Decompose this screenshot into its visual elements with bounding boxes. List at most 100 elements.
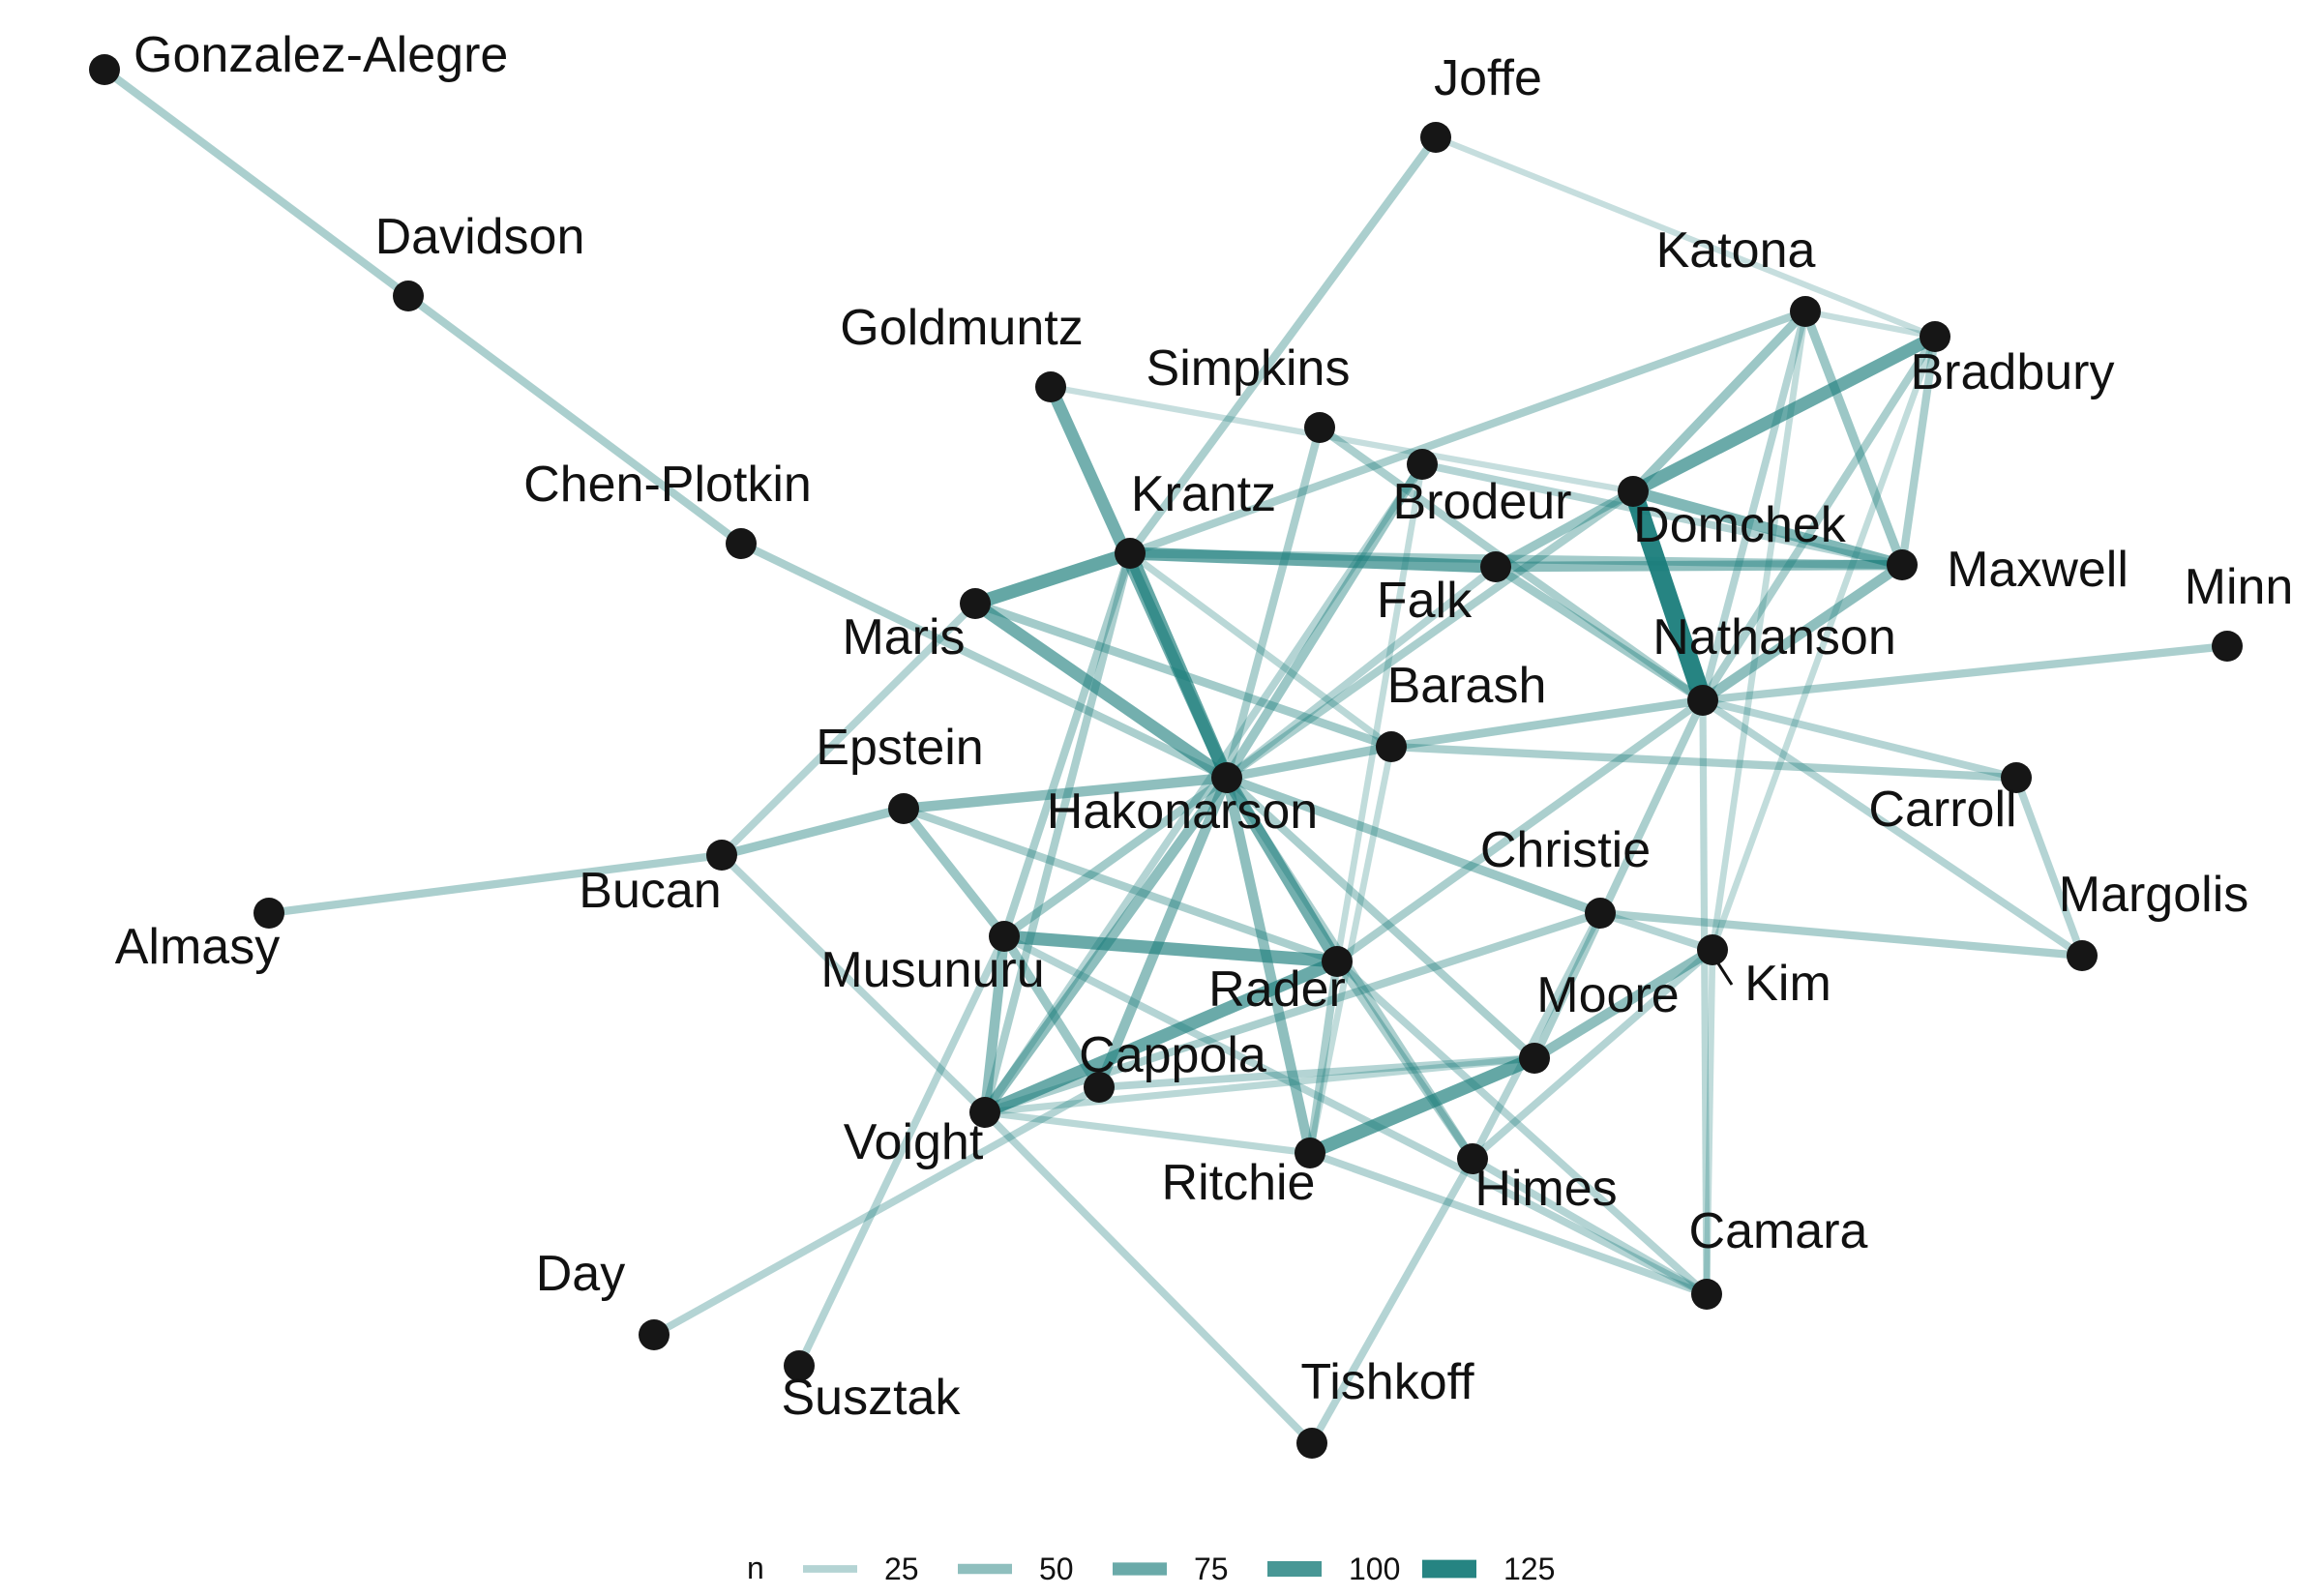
node-christie: [1585, 898, 1616, 929]
edge-katona-maxwell: [1801, 310, 1907, 567]
node-ritchie: [1295, 1138, 1325, 1168]
edge-maxwell-nathanson: [1700, 560, 1905, 705]
edge-musunuru-cappola: [1000, 933, 1103, 1090]
node-label-himes: Himes: [1474, 1161, 1617, 1217]
node-davidson: [393, 281, 424, 311]
node-label-domchek: Domchek: [1633, 497, 1847, 553]
node-joffe: [1420, 122, 1451, 153]
node-label-simpkins: Simpkins: [1146, 340, 1351, 397]
node-susztak: [784, 1350, 815, 1381]
node-carroll: [2001, 762, 2032, 793]
node-label-minn: Minn: [2185, 559, 2294, 615]
edge-barash-carroll: [1390, 742, 2017, 783]
edge-hakonarson-cappola: [1094, 775, 1232, 1090]
node-label-falk: Falk: [1377, 573, 1473, 629]
edge-bucan-voight: [719, 852, 988, 1115]
edge-epstein-bucan: [720, 804, 906, 860]
node-label-bradbury: Bradbury: [1911, 344, 2115, 400]
edge-nathanson-camara: [1699, 699, 1711, 1295]
edge-goldmuntz-domchek: [1050, 383, 1634, 495]
edge-musunuru-susztak: [795, 934, 1008, 1368]
edge-epstein-hakonarson: [903, 772, 1228, 814]
edge-barash-hakonarson: [1226, 742, 1392, 783]
edge-moore-voight: [984, 1054, 1535, 1116]
edge-barash-ritchie: [1306, 746, 1395, 1154]
node-label-davidson: Davidson: [375, 209, 585, 265]
edge-brodeur-nathanson: [1493, 563, 1706, 704]
node-moore: [1519, 1043, 1550, 1074]
node-domchek: [1618, 476, 1649, 507]
edge-kim-himes: [1470, 947, 1715, 1162]
node-margolis: [2067, 940, 2098, 971]
nodes-layer: [89, 54, 2243, 1459]
node-label-margolis: Margolis: [2059, 867, 2249, 923]
edge-davidson-chen-plotkin: [405, 292, 744, 547]
legend-label-125: 125: [1503, 1552, 1555, 1586]
node-falk: [1407, 449, 1438, 480]
node-label-hakonarson: Hakonarson: [1047, 783, 1318, 840]
node-label-musunuru: Musunuru: [820, 942, 1044, 998]
edge-brodeur-maxwell: [1495, 559, 1903, 573]
node-label-voight: Voight: [844, 1114, 984, 1170]
labels-layer: Gonzalez-Alegre Davidson Joffe Katona Bradbu…: [115, 27, 2294, 1426]
legend-label-75: 75: [1194, 1552, 1229, 1586]
edge-musunuru-rader: [1003, 930, 1338, 968]
node-label-katona: Katona: [1656, 222, 1816, 279]
node-goldmuntz: [1035, 371, 1066, 402]
edge-krantz-musunuru: [1000, 551, 1134, 938]
node-hakonarson: [1211, 762, 1242, 793]
node-katona: [1790, 296, 1821, 327]
node-label-almasy: Almasy: [115, 919, 280, 975]
edge-musunuru-camara: [1002, 932, 1709, 1298]
edges-layer: [102, 66, 2228, 1446]
edge-nathanson-barash: [1390, 695, 1704, 752]
edge-joffe-krantz: [1126, 134, 1440, 556]
node-epstein: [888, 793, 919, 824]
node-barash: [1376, 731, 1407, 762]
node-musunuru: [989, 921, 1020, 952]
node-label-joffe: Joffe: [1434, 50, 1542, 106]
legend-label-50: 50: [1039, 1552, 1074, 1586]
edge-kim-camara: [1703, 949, 1716, 1295]
node-label-brodeur: Brodeur: [1393, 474, 1572, 530]
edge-rader-himes: [1333, 959, 1476, 1162]
node-label-kim: Kim: [1744, 956, 1831, 1012]
edge-epstein-rader: [902, 805, 1339, 965]
edge-moore-cappola: [1098, 1054, 1535, 1091]
edge-hakonarson-christie: [1225, 773, 1602, 918]
node-label-camara: Camara: [1689, 1203, 1868, 1259]
legend-label-100: 100: [1349, 1552, 1400, 1586]
edge-himes-camara: [1471, 1155, 1709, 1298]
node-tishkoff: [1296, 1428, 1327, 1459]
edge-katona-nathanson: [1699, 310, 1809, 701]
node-cappola: [1084, 1072, 1115, 1103]
edge-nathanson-rader: [1334, 696, 1706, 965]
edge-himes-tishkoff: [1308, 1157, 1476, 1445]
node-voight: [969, 1097, 1000, 1128]
edge-voight-ritchie: [984, 1108, 1311, 1157]
node-label-maris: Maris: [842, 609, 965, 665]
node-label-goldmuntz: Goldmuntz: [840, 300, 1083, 356]
edge-hakonarson-musunuru: [1001, 774, 1230, 940]
edge-simpkins-hakonarson: [1222, 426, 1325, 780]
node-label-cappola: Cappola: [1079, 1027, 1266, 1083]
node-krantz: [1115, 538, 1146, 569]
edge-bradbury-maxwell: [1897, 336, 1940, 566]
node-label-krantz: Krantz: [1131, 466, 1276, 522]
edge-brodeur-hakonarson: [1224, 563, 1499, 782]
legend-entries: 25 50 75 100 125: [803, 1552, 1555, 1586]
node-bucan: [706, 840, 737, 871]
edge-maris-hakonarson: [971, 598, 1231, 783]
edge-krantz-brodeur: [1129, 547, 1497, 574]
node-label-epstein: Epstein: [816, 720, 983, 776]
node-maris: [960, 588, 991, 619]
edge-rader-ritchie: [1305, 961, 1342, 1154]
node-label-bucan: Bucan: [579, 863, 721, 919]
node-chen-plotkin: [726, 528, 757, 559]
edge-katona-domchek: [1629, 308, 1809, 495]
edge-gonzalez-alegre-davidson: [102, 66, 411, 300]
edge-cappola-day: [652, 1083, 1101, 1339]
node-rader: [1322, 946, 1353, 977]
edge-domchek-maxwell: [1631, 486, 1904, 571]
